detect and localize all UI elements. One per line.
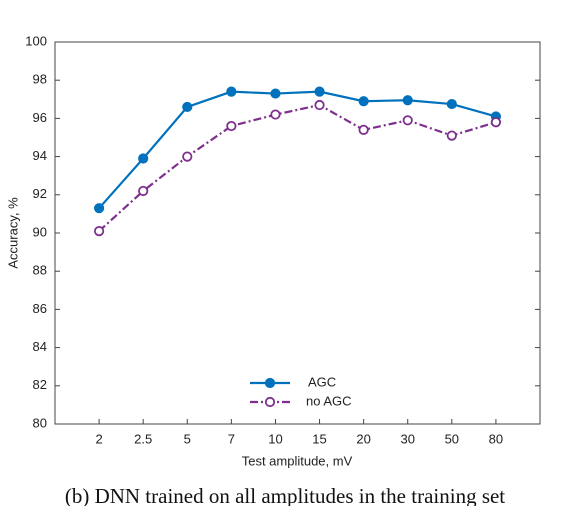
data-point bbox=[490, 117, 502, 128]
data-point bbox=[270, 109, 281, 120]
legend-marker bbox=[264, 377, 276, 389]
legend-label: no AGC bbox=[306, 393, 352, 408]
y-tick-label: 100 bbox=[25, 33, 47, 48]
data-point bbox=[402, 115, 413, 126]
x-tick-label: 10 bbox=[268, 431, 282, 446]
series-line bbox=[98, 90, 497, 209]
data-point bbox=[226, 120, 237, 132]
x-tick-label: 80 bbox=[489, 431, 503, 446]
y-tick-label: 98 bbox=[33, 72, 47, 87]
y-tick-label: 86 bbox=[33, 301, 47, 316]
x-tick-label: 7 bbox=[228, 431, 235, 446]
y-tick-label: 92 bbox=[33, 186, 47, 201]
data-point bbox=[402, 95, 413, 106]
data-point bbox=[182, 101, 193, 113]
legend-marker bbox=[264, 396, 276, 408]
data-point bbox=[446, 130, 457, 141]
data-point bbox=[182, 151, 193, 162]
y-tick-label: 90 bbox=[33, 224, 47, 239]
y-axis-label: Accuracy, % bbox=[5, 197, 20, 269]
x-tick-label: 30 bbox=[400, 431, 414, 446]
x-tick-label: 5 bbox=[184, 431, 191, 446]
data-point bbox=[358, 96, 369, 107]
y-tick-label: 94 bbox=[33, 148, 47, 163]
data-point bbox=[358, 124, 369, 135]
data-point bbox=[314, 99, 325, 111]
x-tick-label: 15 bbox=[312, 431, 326, 446]
x-tick-label: 50 bbox=[445, 431, 459, 446]
y-tick-label: 88 bbox=[33, 263, 47, 278]
legend-label: AGC bbox=[308, 374, 336, 389]
data-point bbox=[314, 86, 325, 97]
data-point bbox=[93, 225, 105, 237]
plot-frame bbox=[54, 41, 541, 425]
series-line bbox=[98, 103, 497, 232]
y-tick-label: 80 bbox=[33, 415, 47, 430]
x-tick-label: 2.5 bbox=[134, 431, 152, 446]
caption: (b) DNN trained on all amplitudes in the… bbox=[65, 484, 505, 506]
x-tick-label: 20 bbox=[356, 431, 370, 446]
data-point bbox=[138, 153, 149, 164]
data-point bbox=[93, 203, 105, 214]
x-tick-label: 2 bbox=[95, 431, 102, 446]
data-point bbox=[138, 185, 149, 197]
data-point bbox=[226, 86, 237, 97]
y-tick-label: 82 bbox=[33, 377, 47, 392]
x-axis-label: Test amplitude, mV bbox=[242, 453, 353, 468]
data-point bbox=[446, 98, 457, 110]
data-point bbox=[270, 88, 281, 99]
y-tick-label: 96 bbox=[33, 110, 47, 125]
y-tick-label: 84 bbox=[33, 339, 47, 354]
